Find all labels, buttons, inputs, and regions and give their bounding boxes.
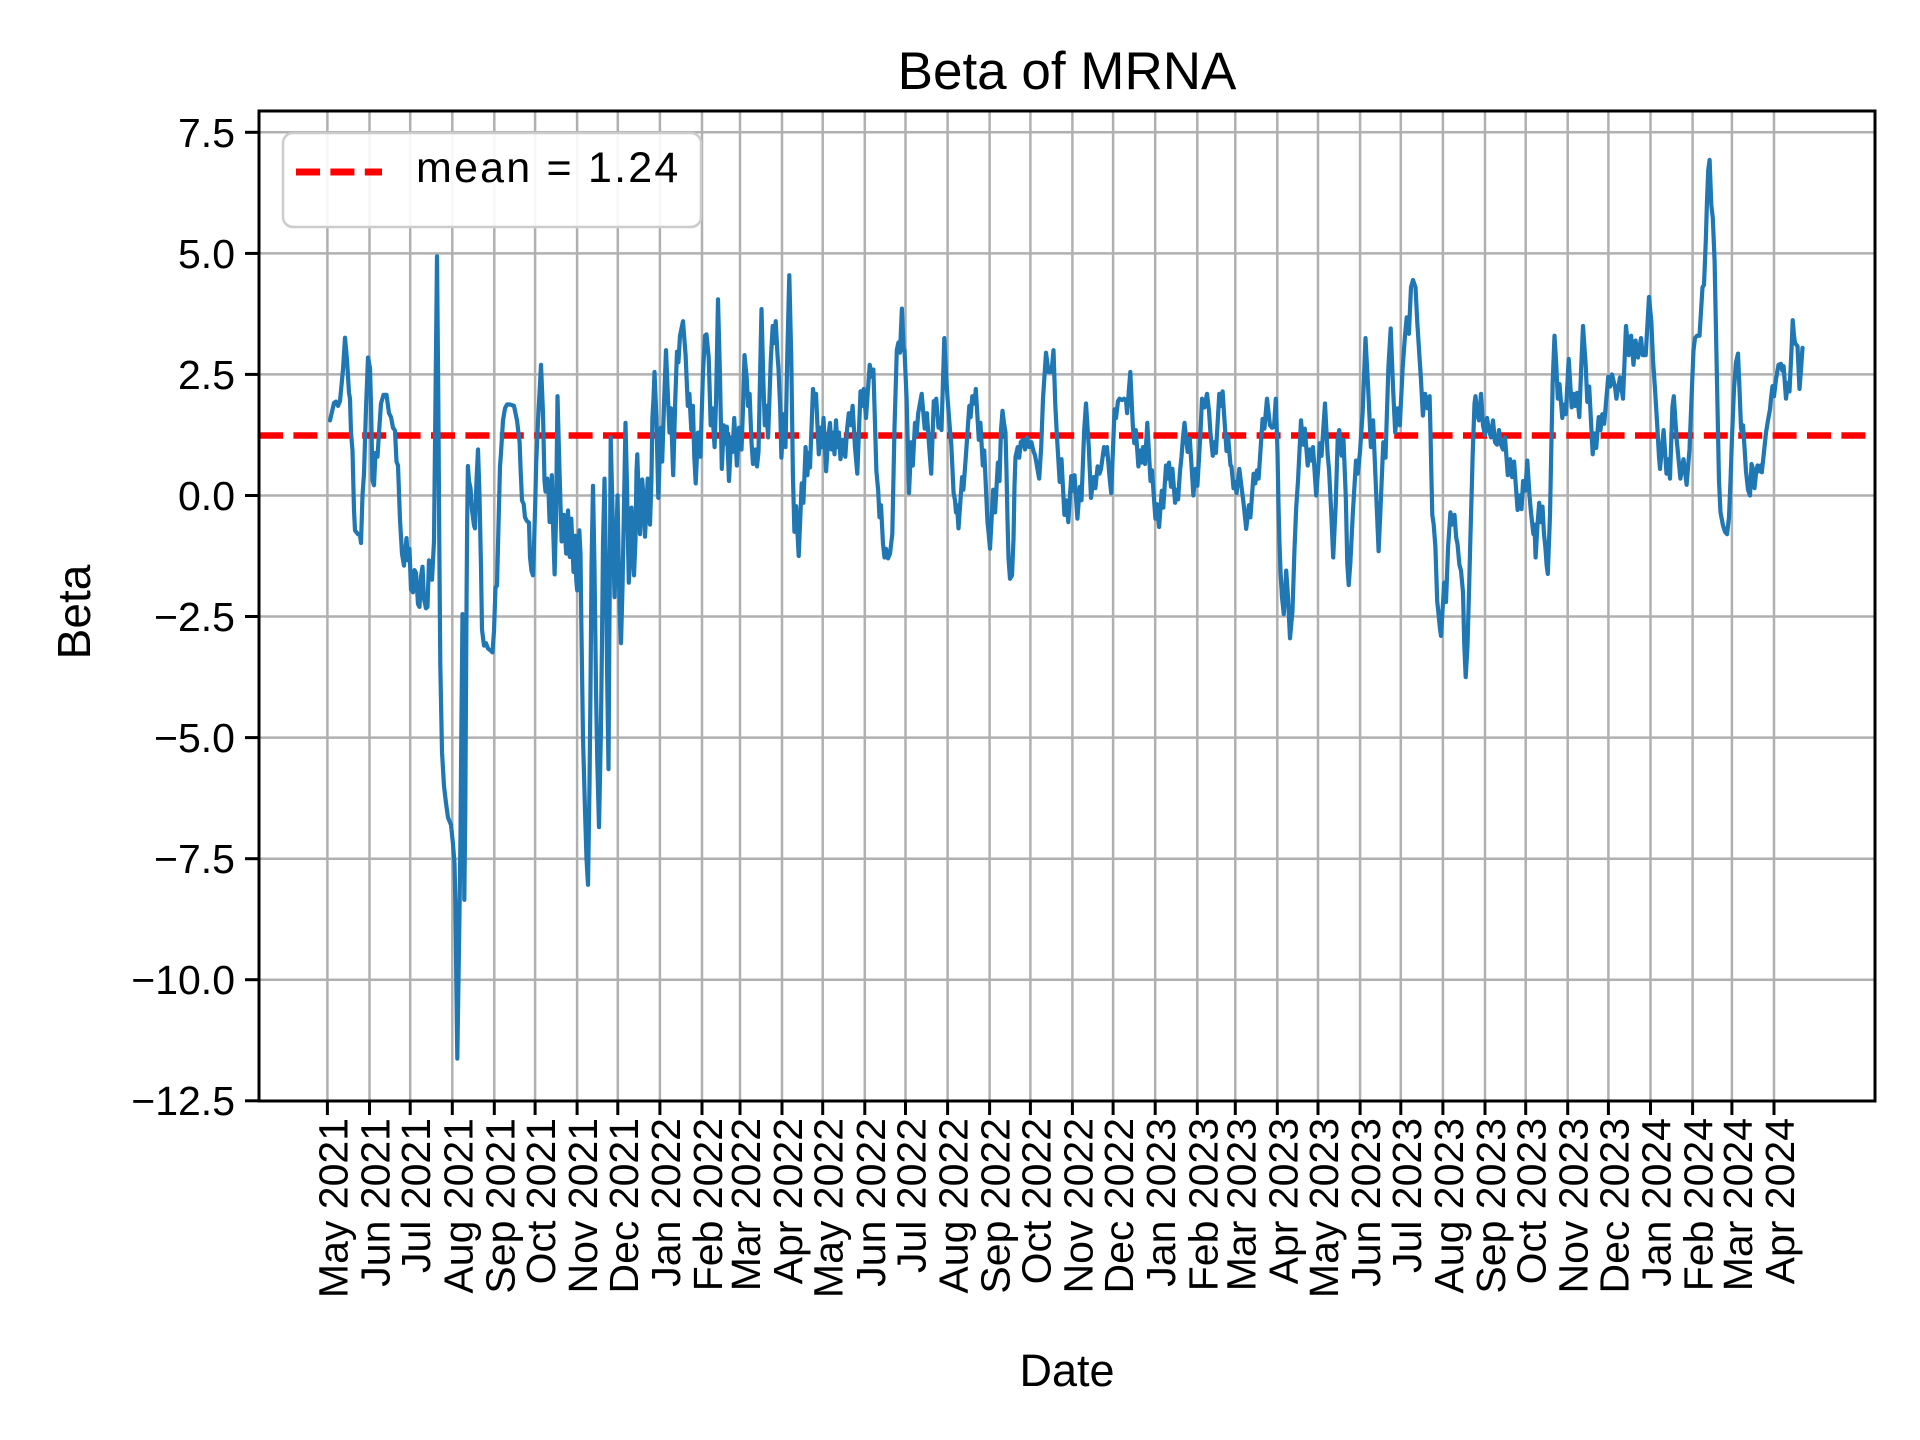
- svg-text:Oct 2023: Oct 2023: [1509, 1118, 1555, 1284]
- svg-text:Sep 2022: Sep 2022: [973, 1118, 1019, 1294]
- svg-text:Jan 2023: Jan 2023: [1138, 1118, 1184, 1287]
- svg-text:May 2021: May 2021: [310, 1118, 356, 1298]
- svg-text:Sep 2023: Sep 2023: [1468, 1118, 1514, 1294]
- svg-text:−5.0: −5.0: [154, 715, 235, 761]
- svg-text:Mar 2024: Mar 2024: [1715, 1118, 1761, 1291]
- svg-text:Jul 2021: Jul 2021: [393, 1118, 439, 1273]
- svg-text:Nov 2023: Nov 2023: [1551, 1118, 1597, 1294]
- svg-text:Jun 2023: Jun 2023: [1343, 1118, 1389, 1287]
- svg-text:Feb 2022: Feb 2022: [685, 1118, 731, 1291]
- svg-text:−10.0: −10.0: [131, 957, 235, 1003]
- svg-text:May 2022: May 2022: [806, 1118, 852, 1298]
- svg-text:Dec 2021: Dec 2021: [601, 1118, 647, 1294]
- svg-text:Jul 2023: Jul 2023: [1384, 1118, 1430, 1273]
- svg-text:Beta: Beta: [48, 564, 100, 659]
- svg-text:Apr 2022: Apr 2022: [765, 1118, 811, 1284]
- svg-text:Jun 2022: Jun 2022: [848, 1118, 894, 1287]
- svg-text:−12.5: −12.5: [131, 1078, 235, 1124]
- svg-text:Oct 2021: Oct 2021: [518, 1118, 564, 1284]
- svg-text:Sep 2021: Sep 2021: [477, 1118, 523, 1294]
- svg-text:Feb 2023: Feb 2023: [1180, 1118, 1226, 1291]
- svg-text:0.0: 0.0: [178, 473, 235, 519]
- svg-text:Nov 2022: Nov 2022: [1055, 1118, 1101, 1294]
- svg-text:Beta of MRNA: Beta of MRNA: [898, 42, 1237, 101]
- svg-text:Aug 2021: Aug 2021: [435, 1118, 481, 1294]
- svg-text:Oct 2022: Oct 2022: [1013, 1118, 1059, 1284]
- svg-text:Jun 2021: Jun 2021: [353, 1118, 399, 1287]
- svg-text:Jul 2022: Jul 2022: [889, 1118, 935, 1273]
- svg-text:2.5: 2.5: [178, 352, 235, 398]
- svg-text:Nov 2021: Nov 2021: [560, 1118, 606, 1294]
- svg-text:May 2023: May 2023: [1301, 1118, 1347, 1298]
- svg-text:−2.5: −2.5: [154, 594, 235, 640]
- svg-text:Dec 2022: Dec 2022: [1096, 1118, 1142, 1294]
- svg-text:5.0: 5.0: [178, 231, 235, 277]
- svg-text:Aug 2023: Aug 2023: [1426, 1118, 1472, 1294]
- svg-text:Apr 2023: Apr 2023: [1260, 1118, 1306, 1284]
- svg-text:Mar 2023: Mar 2023: [1218, 1118, 1264, 1291]
- svg-text:Date: Date: [1019, 1345, 1114, 1396]
- svg-text:7.5: 7.5: [178, 110, 235, 156]
- svg-text:Jan 2022: Jan 2022: [643, 1118, 689, 1287]
- svg-text:Aug 2022: Aug 2022: [931, 1118, 977, 1294]
- svg-text:Dec 2023: Dec 2023: [1591, 1118, 1637, 1294]
- svg-text:mean = 1.24: mean = 1.24: [416, 144, 680, 192]
- svg-text:Apr 2024: Apr 2024: [1757, 1118, 1803, 1284]
- svg-text:−7.5: −7.5: [154, 836, 235, 882]
- svg-text:Jan 2024: Jan 2024: [1634, 1118, 1680, 1287]
- svg-text:Feb 2024: Feb 2024: [1676, 1118, 1722, 1291]
- svg-text:Mar 2022: Mar 2022: [723, 1118, 769, 1291]
